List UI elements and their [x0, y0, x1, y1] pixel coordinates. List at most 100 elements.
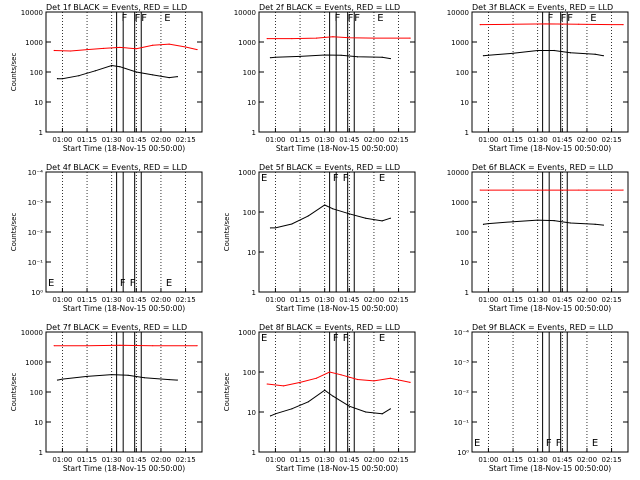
flag-label: F [130, 278, 136, 289]
panel-title: Det 5f BLACK = Events, RED = LLD [259, 163, 400, 172]
x-tick-label: 01:45 [339, 296, 359, 304]
data-point [324, 389, 326, 391]
y-axis-label: Counts/sec [10, 373, 18, 412]
data-point [152, 74, 154, 76]
series-line [267, 371, 411, 387]
data-point [86, 375, 88, 378]
data-point [356, 56, 359, 58]
data-point [196, 345, 198, 347]
flag-label: E [377, 13, 383, 24]
data-point [622, 189, 624, 191]
data-point [537, 219, 539, 221]
flag-label: E [379, 333, 385, 344]
series-line [270, 204, 391, 229]
panel-2: Det 2f BLACK = Events, RED = LLD 1 10 100 10… [234, 3, 416, 153]
series-line [483, 219, 604, 226]
data-point [545, 23, 547, 25]
panel-title: Det 1f BLACK = Events, RED = LLD [46, 3, 187, 12]
data-point [70, 50, 72, 52]
x-tick-label: 01:30 [315, 456, 335, 464]
x-tick-label: 01:15 [290, 136, 310, 144]
x-axis-label: Start Time (18-Nov-15 00:50:00) [276, 144, 398, 153]
x-tick-label: 02:15 [601, 136, 621, 144]
data-point [512, 189, 514, 191]
data-point [168, 378, 170, 381]
data-point [340, 374, 342, 376]
x-tick-label: 02:15 [388, 136, 408, 144]
plot-frame [45, 11, 203, 133]
x-tick-label: 02:00 [151, 136, 171, 144]
data-point [512, 23, 514, 25]
flag-label: F [548, 13, 554, 24]
y-tick-label: 1 [252, 449, 256, 457]
y-tick-label: 100 [243, 369, 256, 377]
data-point [274, 227, 277, 229]
data-point [409, 381, 411, 383]
y-tick-label: 100 [30, 389, 43, 397]
data-point [482, 55, 485, 57]
x-tick-label: 01:00 [265, 296, 285, 304]
panel-8: Det 8f BLACK = Events, RED = LLD 1 10 100 10… [223, 323, 416, 473]
x-tick-label: 01:45 [552, 296, 572, 304]
plot-frame [258, 171, 416, 293]
x-axis-label: Start Time (18-Nov-15 00:50:00) [489, 304, 611, 313]
y-tick-label: 100 [30, 69, 43, 77]
panel-title: Det 7f BLACK = Events, RED = LLD [46, 323, 187, 332]
data-point [274, 413, 277, 415]
x-tick-label: 02:00 [577, 456, 597, 464]
flag-label: E [164, 13, 170, 24]
flag-label: F [122, 13, 128, 24]
x-tick-label: 01:00 [265, 136, 285, 144]
data-point [512, 221, 514, 223]
series-line [480, 23, 624, 26]
data-point [479, 189, 481, 191]
y-tick-label: 1 [252, 289, 256, 297]
data-point [111, 64, 113, 67]
data-point [184, 46, 187, 48]
plot-frame [45, 331, 203, 453]
x-tick-label: 02:15 [175, 456, 195, 464]
data-point [168, 43, 170, 45]
data-point [332, 395, 334, 397]
data-point [381, 56, 383, 58]
data-point [269, 415, 272, 417]
data-point [610, 24, 613, 26]
data-point [176, 379, 178, 381]
x-tick-label: 01:45 [552, 136, 572, 144]
y-tick-label: 1 [39, 449, 43, 457]
y-tick-label: 1000 [238, 169, 256, 177]
x-tick-label: 01:30 [315, 296, 335, 304]
data-point [365, 411, 367, 413]
x-tick-label: 01:15 [77, 296, 97, 304]
data-point [594, 53, 596, 55]
x-tick-label: 01:00 [52, 296, 72, 304]
flag-label: E [48, 278, 54, 289]
data-point [196, 48, 198, 51]
data-point [348, 405, 350, 407]
data-point [553, 49, 555, 52]
data-point [397, 37, 400, 39]
series-line [57, 374, 178, 381]
data-point [381, 413, 383, 415]
y-tick-label: 10⁻³ [28, 199, 44, 207]
y-tick-label: 1000 [25, 359, 43, 367]
x-tick-label: 01:00 [265, 456, 285, 464]
panel-1: Det 1f BLACK = Events, RED = LLD 1 10 100 10… [10, 3, 203, 153]
data-point [78, 75, 80, 77]
x-tick-label: 01:00 [52, 136, 72, 144]
data-point [348, 213, 350, 215]
x-tick-label: 01:00 [478, 456, 498, 464]
data-point [299, 381, 301, 383]
data-point [291, 408, 293, 410]
flag-label: E [261, 333, 267, 344]
x-tick-label: 01:45 [339, 136, 359, 144]
series-line [270, 389, 391, 417]
data-point [53, 49, 55, 52]
data-point [291, 223, 293, 225]
flag-label: F [335, 13, 341, 24]
panel-5: Det 5f BLACK = Events, RED = LLD 1 10 100 10… [223, 163, 416, 313]
y-tick-label: 1 [39, 129, 43, 137]
data-point [119, 66, 121, 68]
data-point [356, 378, 359, 381]
